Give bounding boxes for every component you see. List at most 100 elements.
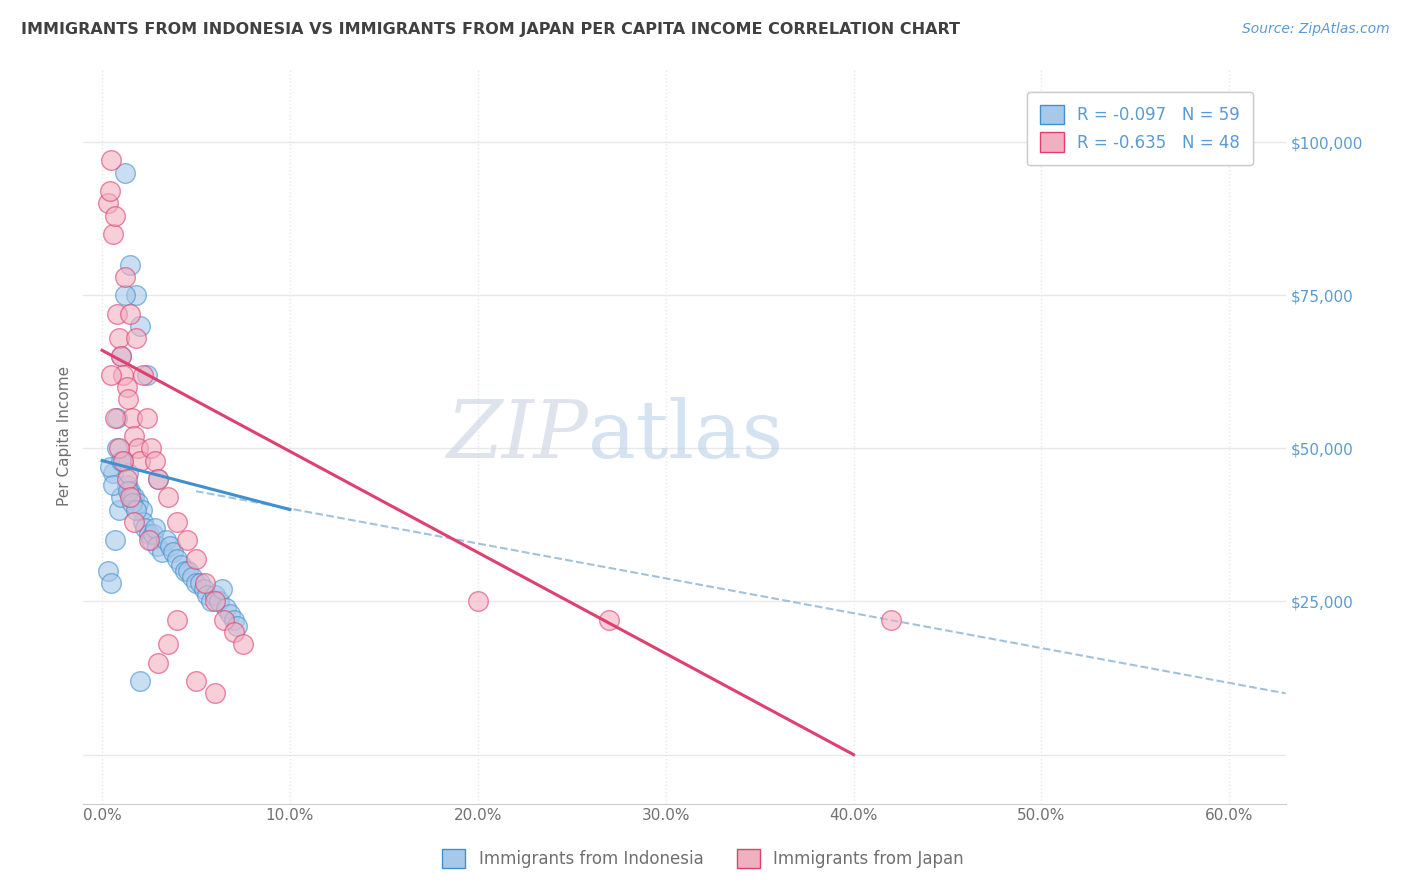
- Y-axis label: Per Capita Income: Per Capita Income: [58, 366, 72, 506]
- Point: [211, 582, 233, 597]
- Point: [143, 521, 166, 535]
- Point: [226, 619, 249, 633]
- Point: [145, 539, 167, 553]
- Point: [108, 442, 131, 456]
- Point: [121, 491, 143, 505]
- Point: [98, 459, 121, 474]
- Point: [212, 613, 235, 627]
- Point: [120, 491, 142, 505]
- Point: [110, 453, 132, 467]
- Point: [598, 613, 620, 627]
- Point: [136, 410, 159, 425]
- Point: [100, 153, 122, 168]
- Point: [125, 288, 148, 302]
- Point: [105, 442, 128, 456]
- Point: [188, 576, 211, 591]
- Point: [127, 496, 149, 510]
- Point: [117, 392, 139, 407]
- Point: [143, 453, 166, 467]
- Point: [97, 196, 120, 211]
- Point: [100, 368, 122, 382]
- Point: [110, 350, 132, 364]
- Legend: Immigrants from Indonesia, Immigrants from Japan: Immigrants from Indonesia, Immigrants fr…: [436, 842, 970, 875]
- Point: [156, 637, 179, 651]
- Point: [115, 380, 138, 394]
- Point: [103, 478, 125, 492]
- Point: [114, 288, 136, 302]
- Text: atlas: atlas: [588, 397, 783, 475]
- Point: [105, 410, 128, 425]
- Text: ZIP: ZIP: [447, 397, 588, 475]
- Point: [204, 686, 226, 700]
- Point: [104, 209, 127, 223]
- Point: [117, 466, 139, 480]
- Text: Source: ZipAtlas.com: Source: ZipAtlas.com: [1241, 22, 1389, 37]
- Legend: R = -0.097   N = 59, R = -0.635   N = 48: R = -0.097 N = 59, R = -0.635 N = 48: [1026, 92, 1253, 165]
- Point: [162, 545, 184, 559]
- Point: [184, 674, 207, 689]
- Point: [138, 533, 160, 548]
- Point: [114, 166, 136, 180]
- Point: [177, 564, 200, 578]
- Point: [139, 442, 162, 456]
- Point: [108, 502, 131, 516]
- Point: [128, 318, 150, 333]
- Point: [193, 582, 215, 597]
- Point: [148, 472, 170, 486]
- Point: [120, 484, 142, 499]
- Point: [111, 368, 134, 382]
- Point: [166, 613, 188, 627]
- Point: [122, 515, 145, 529]
- Point: [134, 521, 156, 535]
- Point: [148, 656, 170, 670]
- Point: [110, 350, 132, 364]
- Point: [150, 545, 173, 559]
- Point: [166, 551, 188, 566]
- Point: [115, 478, 138, 492]
- Point: [131, 502, 153, 516]
- Point: [215, 600, 238, 615]
- Point: [184, 551, 207, 566]
- Point: [136, 368, 159, 382]
- Point: [195, 588, 218, 602]
- Point: [127, 442, 149, 456]
- Point: [104, 533, 127, 548]
- Point: [121, 496, 143, 510]
- Point: [207, 594, 229, 608]
- Point: [105, 307, 128, 321]
- Point: [181, 570, 204, 584]
- Point: [115, 472, 138, 486]
- Point: [232, 637, 254, 651]
- Point: [104, 410, 127, 425]
- Point: [170, 558, 193, 572]
- Point: [121, 410, 143, 425]
- Point: [159, 539, 181, 553]
- Point: [111, 453, 134, 467]
- Point: [117, 484, 139, 499]
- Point: [184, 576, 207, 591]
- Point: [204, 594, 226, 608]
- Point: [132, 515, 155, 529]
- Point: [156, 491, 179, 505]
- Point: [166, 515, 188, 529]
- Point: [125, 502, 148, 516]
- Point: [139, 533, 162, 548]
- Point: [218, 607, 240, 621]
- Point: [125, 331, 148, 345]
- Point: [200, 594, 222, 608]
- Point: [128, 674, 150, 689]
- Point: [222, 613, 245, 627]
- Point: [108, 331, 131, 345]
- Point: [138, 527, 160, 541]
- Point: [222, 625, 245, 640]
- Point: [98, 184, 121, 198]
- Point: [114, 269, 136, 284]
- Point: [120, 258, 142, 272]
- Point: [194, 576, 217, 591]
- Point: [122, 429, 145, 443]
- Point: [122, 491, 145, 505]
- Point: [204, 588, 226, 602]
- Point: [97, 564, 120, 578]
- Point: [142, 527, 165, 541]
- Point: [100, 576, 122, 591]
